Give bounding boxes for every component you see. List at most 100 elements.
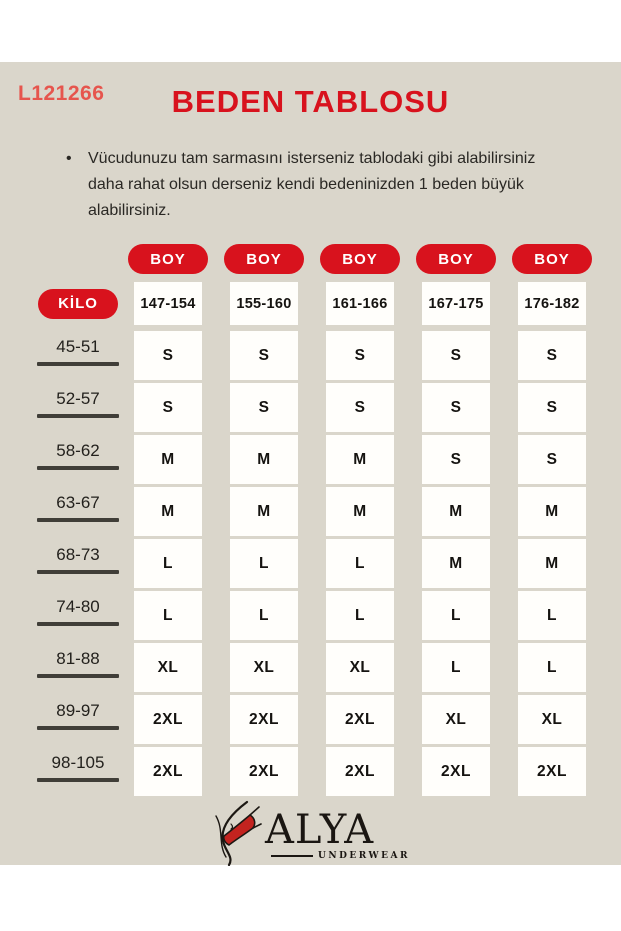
size-cell: S: [518, 331, 586, 380]
weight-range-text: 89-97: [56, 701, 100, 720]
size-col: 2XL: [422, 747, 490, 796]
weight-label: 68-73: [30, 539, 126, 574]
size-cell: S: [326, 383, 394, 432]
weight-range-text: 74-80: [56, 597, 100, 616]
size-cell: S: [422, 383, 490, 432]
size-col: L: [518, 591, 586, 640]
boy-header-pill: BOY: [320, 244, 400, 274]
size-cell: L: [518, 591, 586, 640]
brand-logo: ALYA UNDERWEAR: [0, 800, 621, 866]
size-col: M: [134, 487, 202, 536]
note-text: Vücudunuzu tam sarmasını isterseniz tabl…: [88, 150, 536, 219]
weight-underline: [37, 570, 119, 574]
weight-label: 89-97: [30, 695, 126, 730]
size-cell: M: [134, 487, 202, 536]
size-cell: M: [518, 487, 586, 536]
size-cell: XL: [518, 695, 586, 744]
size-col: M: [326, 435, 394, 484]
size-cell: S: [518, 383, 586, 432]
size-cell: 2XL: [326, 695, 394, 744]
size-col: L: [422, 591, 490, 640]
weight-range-text: 45-51: [56, 337, 100, 356]
size-col: M: [230, 487, 298, 536]
size-col: L: [134, 591, 202, 640]
size-col: S: [326, 331, 394, 380]
size-col: L: [230, 539, 298, 588]
beige-panel: [0, 62, 621, 865]
weight-range-text: 63-67: [56, 493, 100, 512]
size-col: M: [326, 487, 394, 536]
weight-range-text: 81-88: [56, 649, 100, 668]
weight-underline: [37, 518, 119, 522]
size-cell: 2XL: [326, 747, 394, 796]
table-row: 74-80 L L L L L: [30, 591, 586, 640]
tagline-rule: [271, 855, 314, 857]
size-cell: S: [134, 331, 202, 380]
weight-range-text: 98-105: [51, 753, 105, 772]
size-col: M: [518, 539, 586, 588]
boy-header-pill: BOY: [128, 244, 208, 274]
table-row: 58-62 M M M S S: [30, 435, 586, 484]
size-cell: L: [518, 643, 586, 692]
size-cell: XL: [230, 643, 298, 692]
table-row: 63-67 M M M M M: [30, 487, 586, 536]
size-col: L: [518, 643, 586, 692]
size-col: 2XL: [326, 747, 394, 796]
height-range-col: 161-166: [326, 282, 394, 325]
height-range-row: KİLO 147-154 155-160 161-166 167-175 176-182: [30, 282, 586, 325]
size-cell: L: [230, 539, 298, 588]
size-cell: S: [326, 331, 394, 380]
size-cell: S: [422, 435, 490, 484]
size-cell: 2XL: [422, 747, 490, 796]
size-col: 2XL: [326, 695, 394, 744]
size-cell: XL: [422, 695, 490, 744]
size-cell: L: [326, 539, 394, 588]
kilo-header-pill: KİLO: [38, 288, 118, 319]
size-cell: L: [134, 591, 202, 640]
brand-name: ALYA: [265, 807, 375, 853]
kilo-header-cell: KİLO: [30, 282, 126, 325]
note: • Vücudunuzu tam sarmasını isterseniz ta…: [66, 146, 552, 224]
size-cell: M: [326, 435, 394, 484]
size-col: S: [134, 331, 202, 380]
size-col: 2XL: [230, 747, 298, 796]
weight-underline: [37, 778, 119, 782]
weight-range-text: 52-57: [56, 389, 100, 408]
weight-range-text: 68-73: [56, 545, 100, 564]
height-range-cell: 161-166: [326, 282, 394, 325]
brand-tagline: UNDERWEAR: [318, 851, 410, 861]
brand-text-block: ALYA UNDERWEAR: [265, 800, 410, 861]
size-cell: L: [134, 539, 202, 588]
size-cell: S: [134, 383, 202, 432]
table-row: 52-57 S S S S S: [30, 383, 586, 432]
size-col: S: [230, 331, 298, 380]
table-row: 68-73 L L L M M: [30, 539, 586, 588]
size-col: S: [422, 331, 490, 380]
size-cell: M: [326, 487, 394, 536]
size-cell: 2XL: [134, 695, 202, 744]
alya-figure-icon: [215, 800, 262, 866]
size-cell: S: [518, 435, 586, 484]
weight-label: 98-105: [30, 747, 126, 782]
boy-header-col: BOY: [320, 244, 400, 274]
size-col: XL: [422, 695, 490, 744]
size-cell: XL: [134, 643, 202, 692]
height-range-col: 176-182: [518, 282, 586, 325]
brand-logo-inner: ALYA UNDERWEAR: [211, 800, 410, 866]
size-col: XL: [230, 643, 298, 692]
size-cell: L: [422, 591, 490, 640]
size-col: XL: [326, 643, 394, 692]
boy-header-pill: BOY: [512, 244, 592, 274]
weight-underline: [37, 726, 119, 730]
table-header-row: BOY BOY BOY BOY BOY: [30, 244, 592, 274]
boy-header-col: BOY: [416, 244, 496, 274]
size-cell: S: [230, 331, 298, 380]
size-cell: 2XL: [134, 747, 202, 796]
weight-label: 52-57: [30, 383, 126, 418]
size-col: M: [230, 435, 298, 484]
weight-underline: [37, 414, 119, 418]
size-col: S: [518, 435, 586, 484]
size-col: M: [518, 487, 586, 536]
product-code: L121266: [18, 82, 105, 105]
size-cell: M: [422, 487, 490, 536]
